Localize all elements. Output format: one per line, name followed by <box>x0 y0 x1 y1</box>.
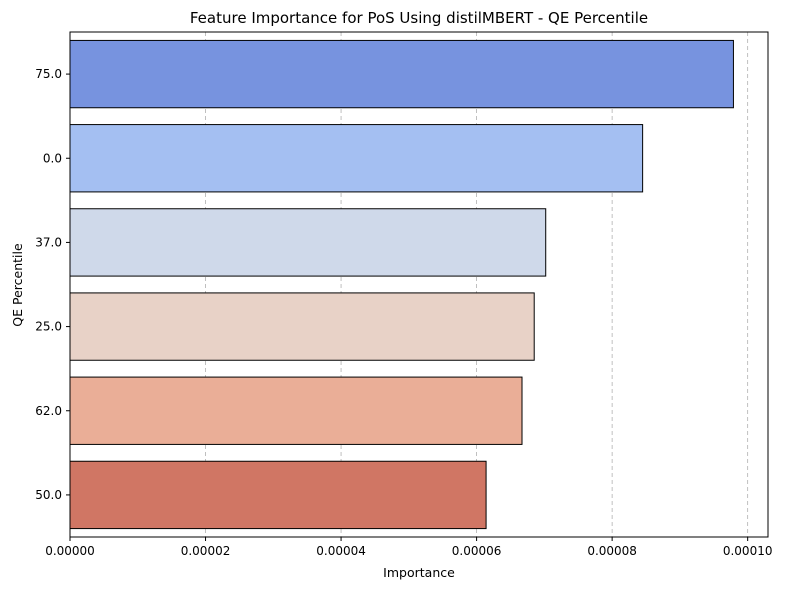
x-tick-label: 0.00004 <box>316 544 366 558</box>
x-axis-ticks: 0.00000 0.00002 0.00004 0.00006 0.00008 0.000… <box>45 537 772 558</box>
y-axis-ticks: 75.0 0.0 37.0 25.0 62.0 50.0 <box>35 67 70 502</box>
y-axis-label: QE Percentile <box>10 243 25 327</box>
bar-75.0 <box>69 39 734 109</box>
y-tick-label: 0.0 <box>43 151 62 165</box>
bar-37.0 <box>69 208 547 277</box>
y-tick-label: 62.0 <box>35 404 62 418</box>
bar-62.0 <box>69 376 523 445</box>
plot-frame <box>69 31 769 538</box>
y-tick-label: 50.0 <box>35 488 62 502</box>
x-tick-label: 0.00000 <box>45 544 95 558</box>
x-tick-label: 0.00002 <box>181 544 231 558</box>
chart-title: Feature Importance for PoS Using distilM… <box>190 9 648 27</box>
y-tick-label: 75.0 <box>35 67 62 81</box>
bar-50.0 <box>69 460 487 530</box>
x-tick-label: 0.00006 <box>452 544 502 558</box>
bar-0.0 <box>69 124 644 193</box>
x-tick-label: 0.00010 <box>723 544 773 558</box>
bars <box>69 39 734 530</box>
bar-25.0 <box>69 292 535 361</box>
x-tick-label: 0.00008 <box>587 544 637 558</box>
x-axis-label: Importance <box>383 565 455 580</box>
y-tick-label: 37.0 <box>35 235 62 249</box>
y-tick-label: 25.0 <box>35 320 62 334</box>
grid-lines <box>205 32 749 537</box>
